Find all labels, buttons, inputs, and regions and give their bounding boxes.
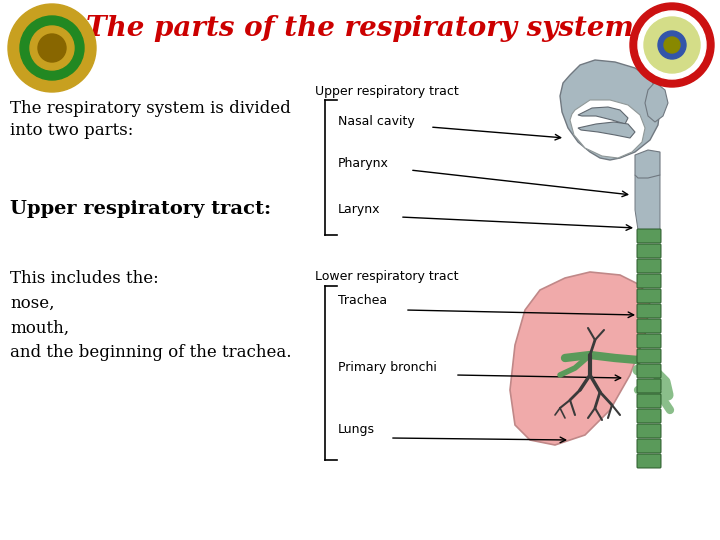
Polygon shape	[560, 60, 660, 160]
Polygon shape	[510, 272, 650, 445]
FancyBboxPatch shape	[637, 259, 661, 273]
Text: The parts of the respiratory system: The parts of the respiratory system	[86, 15, 634, 42]
FancyBboxPatch shape	[637, 319, 661, 333]
Circle shape	[38, 34, 66, 62]
Text: Primary bronchi: Primary bronchi	[338, 361, 437, 375]
Circle shape	[20, 16, 84, 80]
FancyBboxPatch shape	[637, 304, 661, 318]
Text: Lower respiratory tract: Lower respiratory tract	[315, 270, 459, 283]
Polygon shape	[578, 107, 628, 124]
Circle shape	[638, 11, 706, 79]
FancyBboxPatch shape	[637, 289, 661, 303]
Text: This includes the:
nose,
mouth,
and the beginning of the trachea.: This includes the: nose, mouth, and the …	[10, 270, 292, 361]
Polygon shape	[635, 175, 660, 230]
FancyBboxPatch shape	[637, 349, 661, 363]
Text: Lungs: Lungs	[338, 423, 375, 436]
Text: Nasal cavity: Nasal cavity	[338, 115, 415, 128]
FancyBboxPatch shape	[637, 424, 661, 438]
Circle shape	[8, 4, 96, 92]
Text: Larynx: Larynx	[338, 204, 380, 217]
FancyBboxPatch shape	[637, 409, 661, 423]
FancyBboxPatch shape	[637, 334, 661, 348]
Text: Pharynx: Pharynx	[338, 157, 389, 170]
FancyBboxPatch shape	[637, 379, 661, 393]
Text: Upper respiratory tract:: Upper respiratory tract:	[10, 200, 271, 218]
Text: The respiratory system is divided
into two parts:: The respiratory system is divided into t…	[10, 100, 291, 139]
FancyBboxPatch shape	[637, 274, 661, 288]
FancyBboxPatch shape	[637, 439, 661, 453]
Circle shape	[630, 3, 714, 87]
Text: Upper respiratory tract: Upper respiratory tract	[315, 85, 459, 98]
Circle shape	[30, 26, 74, 70]
Text: Trachea: Trachea	[338, 294, 387, 307]
Polygon shape	[570, 100, 645, 158]
FancyBboxPatch shape	[637, 244, 661, 258]
Circle shape	[644, 17, 700, 73]
FancyBboxPatch shape	[637, 394, 661, 408]
Circle shape	[658, 31, 686, 59]
FancyBboxPatch shape	[637, 229, 661, 243]
Polygon shape	[645, 82, 668, 122]
Circle shape	[664, 37, 680, 53]
Polygon shape	[635, 150, 660, 178]
FancyBboxPatch shape	[637, 364, 661, 378]
Polygon shape	[578, 122, 635, 138]
FancyBboxPatch shape	[637, 454, 661, 468]
